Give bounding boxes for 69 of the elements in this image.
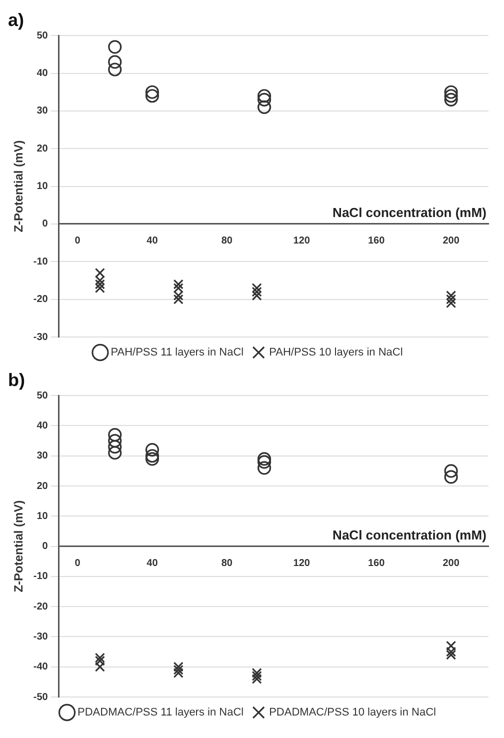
x-tick-label: 80 xyxy=(221,236,233,247)
x-axis-title: NaCl concentration (mM) xyxy=(332,527,486,542)
point xyxy=(257,461,272,475)
y-tick-label: 10 xyxy=(36,510,48,522)
y-tick-label: 0 xyxy=(42,541,48,552)
point xyxy=(444,85,458,99)
y-axis-title: Z-Potential (mV) xyxy=(12,500,26,592)
x-tick-label: 200 xyxy=(442,236,460,247)
point xyxy=(108,434,122,448)
y-tick-label: 50 xyxy=(36,30,48,42)
point xyxy=(252,286,262,297)
point xyxy=(444,89,458,103)
legend-label: PAH/PSS 10 layers in NaCl xyxy=(269,346,403,359)
y-tick-label: 20 xyxy=(36,143,48,154)
chart-title: b) xyxy=(8,370,25,390)
y-tick-label: 30 xyxy=(36,106,48,117)
x-tick-label: 120 xyxy=(293,236,310,247)
point xyxy=(257,100,272,114)
x-tick-label: 160 xyxy=(368,558,386,570)
y-tick-label: 0 xyxy=(42,218,48,230)
x-tick-label: 80 xyxy=(221,558,233,570)
legend-label: PDADMAC/PSS 11 layers in NaCl xyxy=(78,706,244,719)
y-tick-label: 20 xyxy=(36,480,48,492)
y-tick-label: -20 xyxy=(33,294,48,306)
point xyxy=(444,470,458,484)
x-tick-label: 0 xyxy=(74,558,81,570)
x-tick-label: 0 xyxy=(74,236,81,247)
point xyxy=(257,452,272,466)
point xyxy=(145,452,160,466)
y-tick-label: -10 xyxy=(33,571,48,582)
chart-title: a) xyxy=(8,10,24,30)
x-tick-label: 160 xyxy=(368,236,386,247)
legend-label: PDADMAC/PSS 10 layers in NaCl xyxy=(269,706,436,719)
y-tick-label: -50 xyxy=(33,692,48,703)
point xyxy=(145,443,160,457)
x-axis-title: NaCl concentration (mM) xyxy=(332,205,486,220)
point xyxy=(446,294,456,304)
y-tick-label: 30 xyxy=(36,450,48,462)
y-tick-label: -20 xyxy=(33,601,48,612)
y-tick-label: -10 xyxy=(33,256,48,268)
point xyxy=(108,428,122,442)
x-tick-label: 40 xyxy=(146,558,158,570)
y-tick-label: 50 xyxy=(36,390,48,402)
y-tick-label: -30 xyxy=(33,332,48,343)
x-tick-label: 40 xyxy=(146,236,158,247)
legend-label: PAH/PSS 11 layers in NaCl xyxy=(110,346,244,359)
point xyxy=(252,670,262,681)
point xyxy=(145,89,160,103)
point xyxy=(173,664,184,675)
y-tick-label: -40 xyxy=(33,662,48,673)
point xyxy=(257,455,272,469)
point xyxy=(108,440,122,454)
x-tick-label: 200 xyxy=(442,558,460,570)
x-tick-label: 120 xyxy=(293,558,310,570)
point xyxy=(145,85,160,99)
point xyxy=(145,449,160,463)
y-axis-title: Z-Potential (mV) xyxy=(12,140,26,232)
point xyxy=(108,40,122,54)
y-tick-label: 40 xyxy=(36,420,48,432)
y-tick-label: 40 xyxy=(36,68,48,80)
y-tick-label: -30 xyxy=(33,631,48,642)
y-tick-label: 10 xyxy=(36,181,48,192)
point xyxy=(257,89,272,103)
point xyxy=(257,92,272,106)
point xyxy=(444,464,458,478)
point xyxy=(108,446,122,460)
point xyxy=(444,92,458,106)
point xyxy=(108,55,122,69)
point xyxy=(108,62,122,76)
